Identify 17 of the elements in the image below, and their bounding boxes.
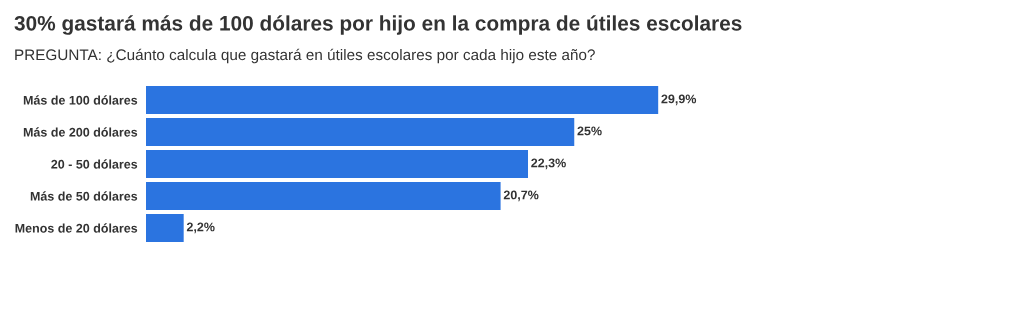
y-tick-label: 20 - 50 dólares — [51, 159, 138, 169]
bar — [146, 117, 575, 147]
data-label: 2,2% — [186, 222, 215, 234]
data-label: 29,9% — [661, 94, 697, 106]
y-tick-label: Más de 200 dólares — [23, 127, 138, 137]
y-tick-label: Más de 50 dólares — [30, 191, 138, 201]
data-label: 22,3% — [531, 158, 566, 170]
chart-subtitle: PREGUNTA: ¿Cuánto calcula que gastará en útiles escolares por cada hijo este año? — [15, 48, 595, 64]
y-tick-label: Menos de 20 dólares — [15, 223, 138, 233]
bar — [146, 85, 659, 115]
chart-title: 30% gastará más de 100 dólares por hijo en la compra de útiles escolares — [14, 15, 742, 35]
bar — [146, 181, 501, 211]
bar — [146, 149, 529, 179]
data-label: 25% — [577, 126, 602, 136]
y-tick-label: Más de 100 dólares — [23, 95, 138, 105]
data-label: 20,7% — [503, 190, 539, 202]
bar — [146, 213, 184, 243]
